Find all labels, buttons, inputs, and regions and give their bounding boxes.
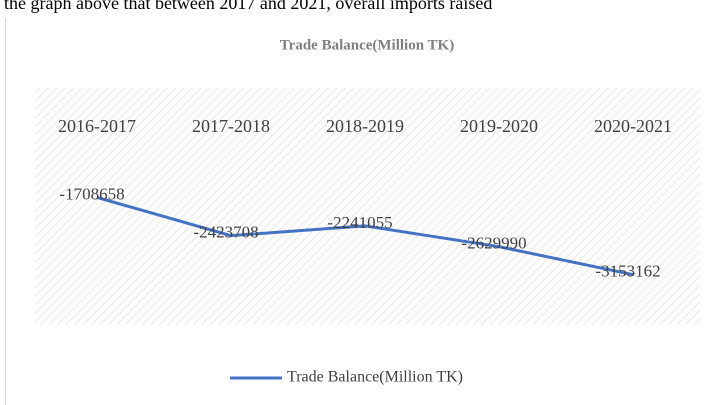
- x-tick-label: 2018-2019: [326, 116, 404, 136]
- x-tick-label: 2017-2018: [192, 116, 270, 136]
- legend-label: Trade Balance(Million TK): [287, 369, 463, 386]
- chart-title: Trade Balance(Million TK): [280, 37, 454, 53]
- series-line: [96, 195, 634, 277]
- data-label: -1708658: [59, 184, 124, 203]
- x-tick-label: 2016-2017: [58, 116, 136, 136]
- x-tick-label: 2019-2020: [460, 116, 538, 136]
- data-label: -2629990: [461, 234, 526, 253]
- x-tick-label: 2020-2021: [594, 116, 672, 136]
- data-label: -3153162: [595, 262, 660, 281]
- plot-area: [35, 88, 700, 325]
- data-label: -2241055: [327, 213, 392, 232]
- document-text: the graph above that between 2017 and 20…: [4, 0, 492, 13]
- data-label: -2423708: [193, 223, 258, 242]
